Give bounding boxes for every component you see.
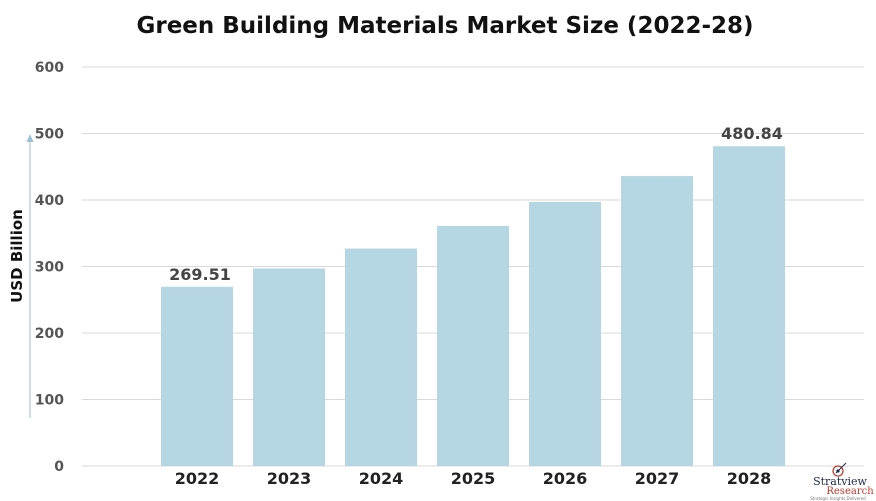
data-label-2022: 269.51 (169, 265, 231, 284)
x-tick-label: 2028 (727, 469, 772, 488)
bars (161, 146, 785, 466)
bar-2027 (621, 176, 693, 466)
x-tick-label: 2025 (451, 469, 496, 488)
bar-2025 (437, 225, 509, 466)
y-axis-arrow-head (26, 134, 34, 142)
y-tick-label: 600 (35, 60, 64, 76)
y-tick-label: 500 (35, 127, 64, 143)
y-axis-ticks: 0 100 200 300 400 500 600 (35, 60, 64, 475)
bar-2023 (253, 268, 325, 466)
bar-2028 (713, 146, 785, 466)
x-tick-label: 2027 (635, 469, 680, 488)
bar-2026 (529, 201, 601, 466)
x-tick-label: 2023 (267, 469, 312, 488)
watermark-tagline: Strategic Insights Delivered (810, 496, 866, 501)
data-label-2028: 480.84 (721, 124, 783, 143)
y-axis-label: USD Billion (8, 209, 26, 303)
bar-2022 (161, 286, 233, 466)
arrow-icon (835, 462, 847, 474)
x-tick-label: 2026 (543, 469, 588, 488)
data-labels: 269.51 480.84 (169, 124, 783, 284)
watermark-brand: Stratview (813, 475, 867, 488)
watermark-logo: Stratview Research Strategic Insights De… (810, 462, 874, 501)
target-icon (832, 465, 844, 477)
x-tick-label: 2022 (175, 469, 220, 488)
y-tick-label: 300 (35, 260, 64, 276)
bar-2024 (345, 248, 417, 466)
y-tick-label: 100 (35, 393, 64, 409)
y-tick-label: 0 (54, 459, 64, 475)
x-tick-label: 2024 (359, 469, 404, 488)
y-tick-label: 200 (35, 326, 64, 342)
watermark-research: Research (826, 486, 874, 497)
x-axis-ticks: 2022 2023 2024 2025 2026 2027 2028 (175, 469, 772, 488)
chart-title: Green Building Materials Market Size (20… (136, 13, 753, 39)
y-tick-label: 400 (35, 193, 64, 209)
